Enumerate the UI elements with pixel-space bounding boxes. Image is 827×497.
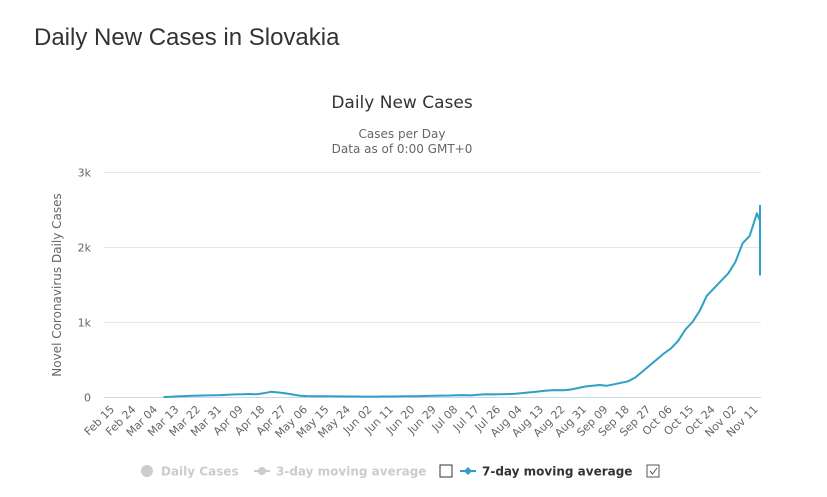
chart-title: Daily New Cases [331,93,473,113]
diamond-marker [464,467,472,475]
legend-item-daily-cases[interactable]: Daily Cases [141,465,239,479]
legend-label-daily-cases: Daily Cases [161,465,239,479]
legend-label-3-day-moving-average: 3-day moving average [276,465,426,479]
legend-checkbox-7-day[interactable] [646,464,660,478]
legend-item-3-day-moving-average[interactable]: 3-day moving average [254,465,426,479]
legend-checkbox-3-day[interactable] [439,464,453,478]
y-tick-label: 2k [78,242,92,255]
y-tick-label: 0 [84,392,91,405]
legend: Daily Cases 3-day moving average 7-day m… [141,464,660,479]
legend-label-7-day-moving-average: 7-day moving average [482,465,632,479]
series-line-7-day-moving-average [163,204,761,398]
grid-lines [104,172,761,323]
y-axis-title: Novel Coronavirus Daily Cases [50,193,64,376]
legend-item-7-day-moving-average[interactable]: 7-day moving average [460,465,632,479]
checkmark-icon [649,467,658,475]
page-title: Daily New Cases in Slovakia [34,24,340,51]
chart-subtitle-line1: Cases per Day [359,127,446,141]
circle-marker-icon [141,465,153,477]
checkbox-box [646,464,660,478]
chart-subtitle-line2: Data as of 0:00 GMT+0 [332,142,473,156]
y-axis-ticks: 0 1k 2k 3k [78,167,92,405]
y-tick-label: 1k [78,317,92,330]
y-tick-label: 3k [78,167,92,180]
circle-marker-dot [258,467,266,475]
